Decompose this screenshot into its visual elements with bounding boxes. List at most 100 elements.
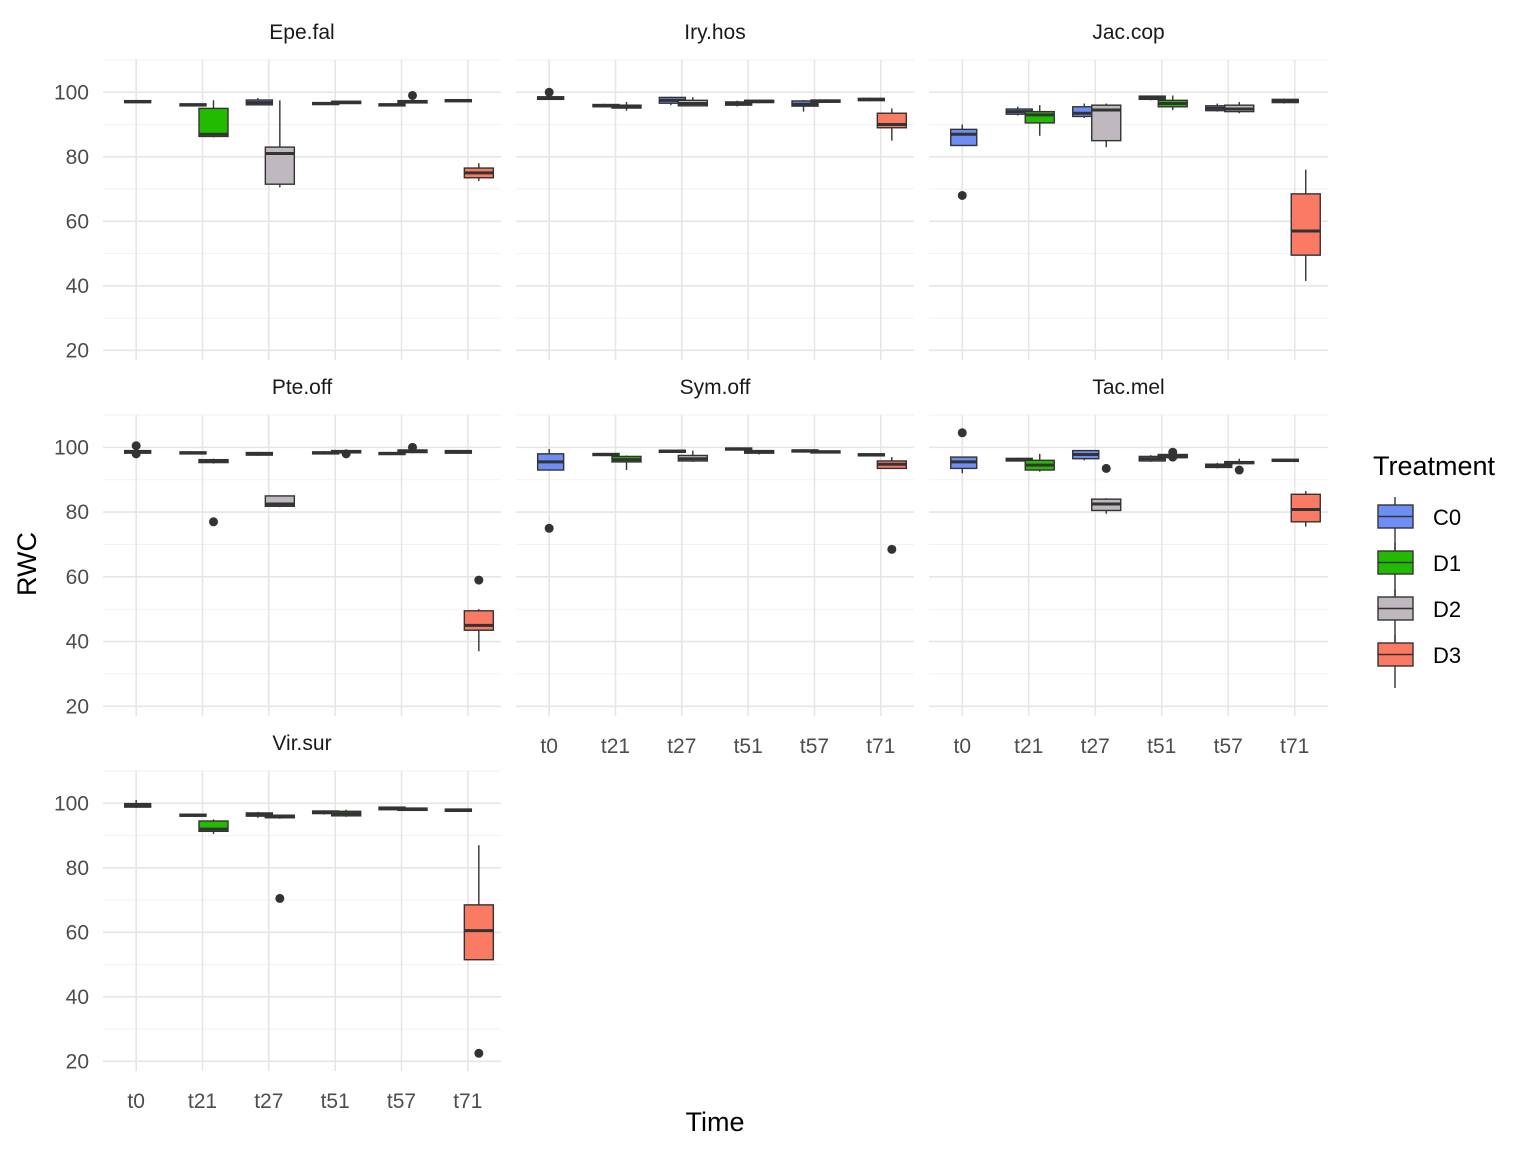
x-tick-label: t27 (667, 735, 696, 758)
y-tick-label: 60 (66, 921, 89, 944)
box (1290, 491, 1321, 527)
box (1271, 98, 1299, 104)
x-tick-label: t21 (188, 1090, 217, 1113)
box (1091, 103, 1122, 148)
facet-title: Sym.off (680, 376, 751, 399)
legend-label: D1 (1433, 551, 1461, 576)
facet-panel: Tac.mel t0 t21 t27 t51 t57 t71 (929, 376, 1328, 758)
legend-item: D1 (1374, 543, 1461, 596)
facet-panel: Iry.hos (516, 21, 914, 360)
x-tick-label: t57 (387, 1090, 416, 1113)
box (245, 98, 274, 106)
box (592, 452, 620, 457)
box-rect (198, 107, 229, 138)
box (198, 819, 229, 834)
box (1224, 101, 1255, 114)
box (264, 814, 296, 903)
box (179, 451, 207, 455)
x-tick-label: t71 (453, 1090, 482, 1113)
box (1072, 449, 1100, 461)
box (264, 495, 296, 508)
box-rect (1290, 193, 1321, 256)
x-tick-label: t27 (1081, 735, 1110, 758)
box (123, 99, 152, 104)
box (1024, 105, 1055, 136)
x-axis-title: Time (686, 1107, 745, 1137)
facet-title: Iry.hos (684, 21, 745, 44)
outlier-point (131, 441, 141, 451)
box-rect (264, 495, 296, 507)
x-tick-label: t0 (953, 735, 971, 758)
facet-panels: Epe.fal 20 40 60 80 100 Iry.hos Jac.cop Pte.off 2… (54, 21, 1328, 1113)
box (857, 453, 886, 457)
box (677, 97, 709, 107)
box (677, 450, 709, 462)
box-rect (198, 820, 229, 833)
box (743, 449, 775, 455)
box (444, 98, 473, 103)
y-tick-label: 60 (66, 210, 89, 233)
outlier-point (275, 893, 285, 903)
y-tick-label: 100 (54, 436, 89, 459)
box (1024, 453, 1055, 472)
box (743, 99, 775, 104)
x-tick-label: t0 (540, 735, 558, 758)
box (463, 845, 495, 1058)
box (876, 108, 908, 141)
x-tick-label: t21 (1014, 735, 1043, 758)
box (611, 455, 642, 471)
facet-panel: Epe.fal 20 40 60 80 100 (54, 21, 501, 362)
x-tick-label: t57 (800, 735, 829, 758)
facet-panel: Sym.off t0 t21 t27 t51 t57 t71 (516, 376, 914, 758)
box (1138, 95, 1166, 101)
box (658, 449, 687, 453)
box (198, 458, 229, 527)
outlier-point (957, 428, 967, 438)
box (397, 90, 428, 104)
y-tick-label: 20 (66, 339, 89, 362)
box (950, 124, 978, 200)
legend-item: D3 (1374, 635, 1461, 688)
box (536, 448, 565, 533)
outlier-point (1234, 465, 1244, 475)
box (264, 100, 296, 188)
facet-title: Epe.fal (269, 21, 334, 44)
y-tick-label: 100 (54, 81, 89, 104)
legend-label: C0 (1433, 505, 1461, 530)
outlier-point (341, 449, 351, 459)
outlier-point (131, 449, 141, 459)
box (1138, 455, 1166, 462)
facet-title: Pte.off (272, 376, 332, 399)
box (1205, 462, 1233, 469)
y-tick-label: 60 (66, 566, 89, 589)
box (179, 103, 207, 107)
box (397, 442, 428, 454)
outlier-point (544, 87, 554, 97)
box (611, 101, 642, 111)
facet-title: Tac.mel (1092, 376, 1164, 399)
legend: Treatment C0 D1 D2 D3 (1373, 451, 1496, 688)
x-tick-label: t71 (866, 735, 895, 758)
box-rect (463, 610, 495, 631)
box (463, 163, 495, 181)
box (1157, 447, 1188, 462)
box (330, 100, 362, 105)
y-tick-label: 80 (66, 857, 89, 880)
box (123, 441, 152, 459)
outlier-point (544, 523, 554, 533)
x-tick-label: t27 (254, 1090, 283, 1113)
box (397, 807, 428, 812)
y-tick-label: 40 (66, 275, 89, 298)
facet-panel: Jac.cop (929, 21, 1328, 360)
legend-title: Treatment (1373, 451, 1496, 481)
y-tick-label: 20 (66, 1050, 89, 1073)
box-rect (1024, 110, 1055, 124)
y-tick-label: 80 (66, 501, 89, 524)
box (198, 100, 229, 138)
facet-panel: Vir.sur 20 40 60 80 100 t0 t21 t27 t51 t57 t71 (54, 732, 501, 1113)
x-tick-label: t57 (1214, 735, 1243, 758)
x-tick-label: t51 (734, 735, 763, 758)
y-tick-label: 40 (66, 631, 89, 654)
box (245, 451, 274, 456)
